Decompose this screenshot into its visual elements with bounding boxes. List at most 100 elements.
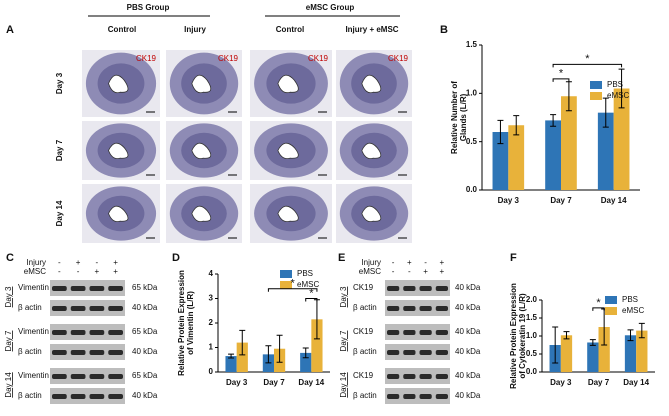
band-label: Vimentin [18, 283, 49, 292]
error-bar [228, 353, 235, 359]
day-label: Day 14 [339, 372, 348, 398]
condition-sign: + [407, 258, 412, 267]
band [52, 374, 67, 379]
y-tick-label: 0.0 [466, 185, 478, 194]
y-axis-label: of Cytokeratin 19 (L/R) [518, 293, 527, 379]
panel-label: E [338, 252, 345, 264]
band [435, 374, 448, 379]
significance-label: * [596, 297, 601, 309]
condition-sign: + [440, 267, 445, 276]
row-label: Day 7 [55, 139, 64, 161]
band-label: β actin [18, 391, 42, 400]
legend-swatch [605, 296, 617, 304]
y-tick-label: 1.0 [466, 88, 478, 97]
bar [613, 88, 630, 190]
lumen [191, 74, 212, 94]
band [403, 330, 416, 335]
error-bar [638, 322, 645, 339]
condition-sign: - [392, 258, 395, 267]
condition-sign: - [77, 267, 80, 276]
day-label: Day 7 [339, 330, 348, 351]
band-size: 65 kDa [132, 283, 158, 292]
band [419, 330, 432, 335]
condition-sign: - [96, 258, 99, 267]
error-bar [276, 334, 283, 363]
band [435, 330, 448, 335]
group-title: eMSC Group [306, 3, 355, 12]
row-label: Day 3 [55, 72, 64, 94]
blot [50, 344, 125, 360]
lumen [361, 74, 382, 94]
band-label: β actin [353, 303, 377, 312]
blot [50, 368, 125, 384]
band [89, 374, 105, 379]
band-size: 40 kDa [455, 327, 481, 336]
error-bar [627, 329, 634, 342]
band [419, 306, 432, 311]
blot [385, 368, 450, 384]
blot [50, 280, 125, 296]
stain-label: CK19 [308, 54, 329, 63]
legend-swatch [280, 270, 292, 278]
error-bar [552, 326, 559, 364]
lumen [277, 205, 299, 222]
condition-label: eMSC [24, 267, 46, 276]
condition-sign: + [113, 258, 118, 267]
lumen [191, 142, 212, 159]
y-axis-label: Glands (L/R) [459, 93, 468, 141]
bar [560, 335, 573, 372]
y-tick-label: 1 [209, 343, 214, 352]
y-tick-label: 3 [209, 294, 214, 303]
lumen [277, 142, 299, 159]
condition-sign: + [95, 267, 100, 276]
band-size: 40 kDa [455, 283, 481, 292]
bar [545, 120, 561, 190]
significance-bracket [552, 78, 570, 82]
band-size: 65 kDa [132, 327, 158, 336]
group-title: PBS Group [127, 3, 170, 12]
legend-label: eMSC [607, 91, 629, 100]
band [403, 350, 416, 355]
bar [508, 125, 525, 190]
legend-swatch [590, 81, 602, 89]
bar [636, 330, 648, 372]
band [52, 350, 67, 355]
band-label: Vimentin [18, 371, 49, 380]
band [89, 350, 105, 355]
lumen [361, 205, 382, 222]
band [70, 330, 86, 335]
condition-label: eMSC [359, 267, 381, 276]
x-tick-label: Day 3 [498, 196, 520, 205]
y-tick-label: 2 [209, 318, 214, 327]
lumen [108, 142, 129, 159]
x-tick-label: Day 7 [588, 378, 610, 387]
band-label: CK19 [353, 327, 374, 336]
day-label: Day 14 [4, 372, 13, 398]
band [108, 374, 123, 379]
legend-swatch [280, 281, 292, 289]
panel-label: C [6, 252, 14, 264]
significance-bracket [592, 307, 605, 311]
y-tick-label: 1.5 [466, 40, 478, 49]
blot [50, 324, 125, 340]
condition-sign: - [408, 267, 411, 276]
band [89, 306, 105, 311]
band [403, 286, 416, 291]
x-tick-label: Day 3 [550, 378, 572, 387]
band-label: β actin [353, 391, 377, 400]
condition-label: Injury [26, 258, 46, 267]
y-tick-label: 0.5 [466, 137, 478, 146]
band [419, 350, 432, 355]
error-bar [302, 347, 309, 359]
lumen [108, 74, 129, 94]
significance-label: * [585, 53, 590, 65]
column-label: Injury + eMSC [345, 25, 398, 34]
band [387, 286, 400, 291]
y-axis-label: Relative Protein Expression [509, 283, 518, 389]
band [52, 394, 67, 399]
blot [385, 324, 450, 340]
stain-label: CK19 [136, 54, 157, 63]
y-tick-label: 4 [209, 269, 214, 278]
band-size: 40 kDa [455, 391, 481, 400]
